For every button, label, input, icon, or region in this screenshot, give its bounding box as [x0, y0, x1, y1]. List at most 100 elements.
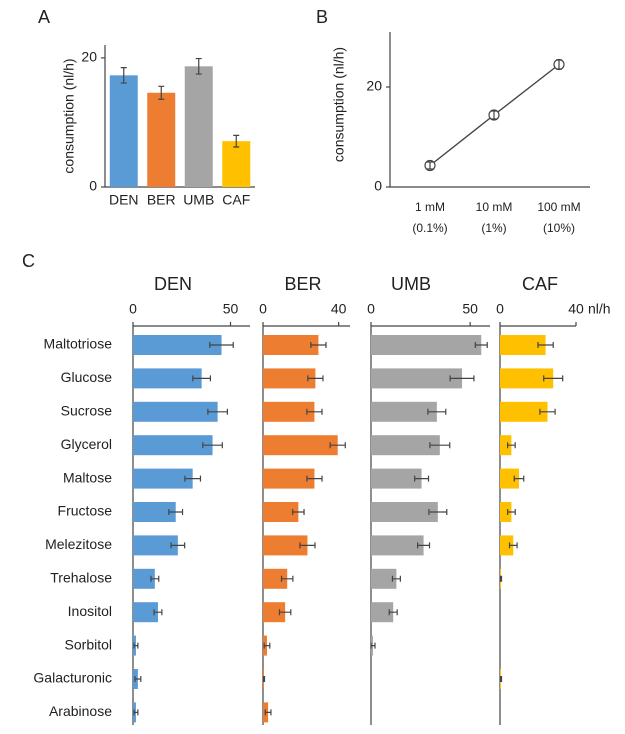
error-bar	[292, 509, 305, 515]
y-axis-label: consumption (nl/h)	[331, 47, 347, 162]
error-bar	[507, 509, 516, 515]
series-title: BER	[284, 274, 321, 294]
category-label: Fructose	[58, 503, 113, 519]
y-tick-label: 20	[81, 49, 97, 65]
bar	[184, 66, 213, 187]
bar	[263, 335, 319, 355]
error-bar	[307, 375, 324, 382]
category-label: Galacturonic	[33, 670, 112, 686]
x-tick-label: 40	[331, 301, 347, 317]
x-tick-label: 10 mM	[476, 200, 513, 214]
bar	[133, 602, 158, 623]
error-bar	[428, 509, 448, 515]
error-bar	[133, 642, 139, 649]
bar	[371, 435, 440, 456]
error-bar	[207, 408, 228, 415]
bar	[500, 435, 512, 456]
bar	[109, 75, 138, 187]
x-tick-label: 0	[367, 301, 375, 317]
error-bar	[499, 575, 503, 582]
bar	[263, 468, 315, 489]
error-bar	[195, 57, 202, 75]
bar	[263, 368, 316, 389]
error-bar	[280, 575, 294, 582]
y-tick-label: 20	[366, 78, 382, 94]
error-bar	[491, 110, 497, 120]
category-label: Arabinose	[49, 703, 112, 719]
category-label: Maltotriose	[44, 336, 113, 352]
panel-label: C	[22, 251, 35, 271]
error-bar	[150, 575, 160, 582]
error-bar	[388, 609, 398, 616]
error-bar	[170, 542, 186, 549]
bar	[371, 568, 397, 589]
error-bar	[262, 676, 266, 682]
bar	[133, 468, 193, 489]
error-bar	[263, 642, 271, 649]
error-bar	[449, 375, 475, 382]
error-bar	[543, 375, 564, 382]
error-bar	[209, 342, 234, 348]
x-tick-label: 40	[568, 301, 584, 317]
error-bar	[306, 408, 323, 415]
x-tick-label: 100 mM	[537, 200, 580, 214]
category-label: Sucrose	[61, 403, 113, 419]
bar	[500, 502, 512, 522]
error-bar	[427, 408, 447, 415]
y-tick-label: 0	[374, 178, 382, 194]
bar	[371, 502, 438, 522]
error-bar	[539, 408, 556, 415]
x-tick-label: 50	[462, 301, 478, 317]
bar	[500, 535, 514, 556]
bar	[147, 92, 176, 187]
error-bar	[427, 161, 433, 170]
unit-label: nl/h	[588, 301, 611, 317]
error-bar	[278, 609, 292, 616]
error-bar	[306, 475, 323, 482]
y-tick-label: 0	[89, 178, 97, 194]
error-bar	[429, 442, 451, 449]
error-bar	[537, 342, 554, 348]
error-bar	[507, 442, 516, 449]
category-label: Sorbitol	[65, 636, 112, 652]
x-tick-label: 50	[223, 301, 239, 317]
error-bar	[417, 542, 431, 549]
bar	[133, 401, 218, 422]
bar	[263, 602, 286, 623]
error-bar	[120, 66, 127, 84]
bar	[500, 468, 519, 489]
x-tick-sublabel: (10%)	[543, 221, 575, 235]
x-tick-label: DEN	[109, 192, 139, 208]
category-label: Melezitose	[45, 536, 112, 552]
error-bar	[474, 342, 488, 348]
x-tick-sublabel: (1%)	[481, 221, 506, 235]
x-tick-label: 0	[496, 301, 504, 317]
bar	[263, 401, 315, 422]
error-bar	[310, 342, 327, 348]
bar	[371, 401, 437, 422]
bar	[263, 535, 308, 556]
x-tick-label: UMB	[183, 192, 214, 208]
category-label: Trehalose	[50, 570, 112, 586]
bar	[371, 602, 394, 623]
bar	[222, 141, 251, 187]
error-bar	[556, 59, 562, 70]
error-bar	[370, 642, 376, 649]
bar	[263, 568, 288, 589]
bar	[371, 468, 422, 489]
error-bar	[153, 609, 163, 616]
error-bar	[299, 542, 316, 549]
bar	[133, 568, 155, 589]
error-bar	[202, 442, 223, 449]
error-bar	[184, 475, 202, 482]
x-tick-label: 0	[259, 301, 267, 317]
x-tick-label: CAF	[222, 192, 250, 208]
bar	[133, 535, 178, 556]
error-bar	[233, 134, 240, 148]
y-axis-label: consumption (nl/h)	[61, 58, 77, 173]
bar	[500, 368, 554, 389]
error-bar	[133, 709, 139, 716]
bar	[133, 502, 176, 522]
error-bar	[192, 375, 212, 382]
